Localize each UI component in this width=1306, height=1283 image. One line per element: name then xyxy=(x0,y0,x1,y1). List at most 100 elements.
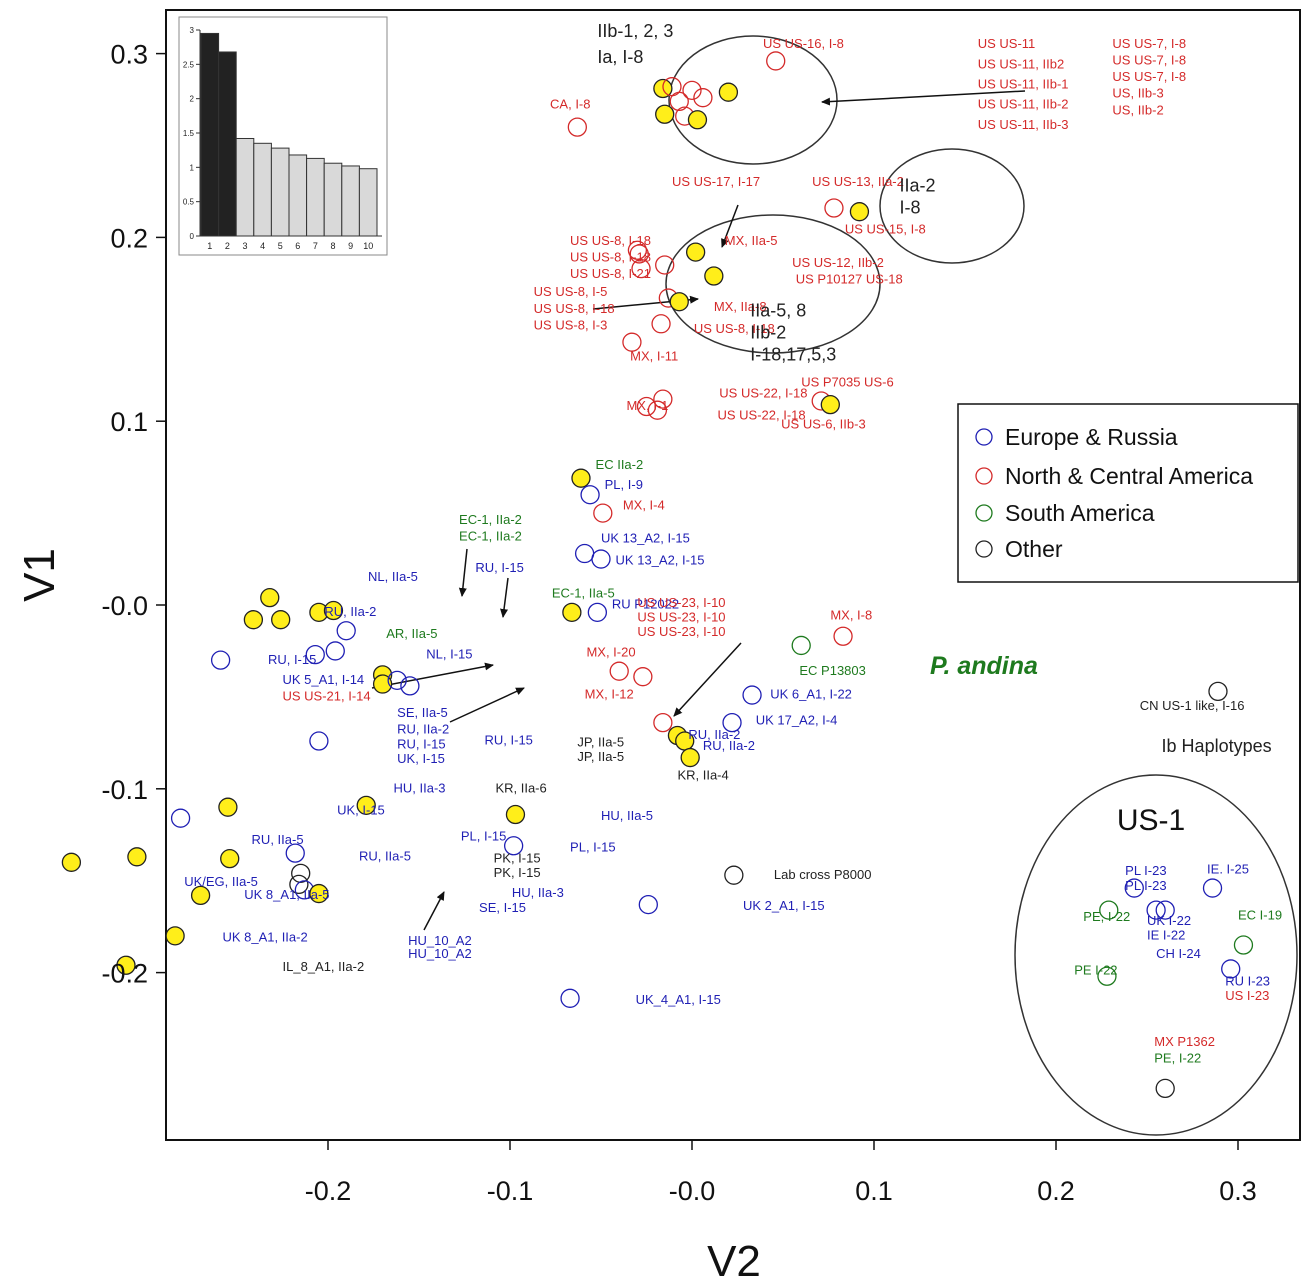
legend-label-south-america: South America xyxy=(1005,500,1155,526)
data-point xyxy=(742,685,762,705)
data-point xyxy=(387,670,407,691)
data-point xyxy=(336,621,356,641)
data-point xyxy=(593,503,613,523)
point-label: KR, IIa-6 xyxy=(495,780,546,795)
data-point xyxy=(285,843,305,863)
point-label: HU_10_A2 xyxy=(408,946,472,961)
data-point xyxy=(766,51,786,71)
inset-x-tick-label: 9 xyxy=(348,241,353,251)
legend-marker-other xyxy=(975,540,993,558)
data-point xyxy=(218,797,238,817)
inset-y-tick-label: 0.5 xyxy=(183,198,195,207)
point-label: US US-17, I-17 xyxy=(672,174,760,189)
data-point xyxy=(653,712,673,733)
data-point xyxy=(638,894,658,915)
point-label: PL, I-15 xyxy=(570,839,616,854)
point-label: UK, I-15 xyxy=(397,751,445,766)
x-tick-label: -0.1 xyxy=(487,1176,534,1206)
point-label: NL, IIa-5 xyxy=(368,569,418,584)
inset-bar xyxy=(288,154,308,237)
point-label: US US-23, I-10 xyxy=(637,610,725,625)
data-point xyxy=(1208,681,1228,702)
point-label: CA, I-8 xyxy=(550,97,590,112)
point-label: RU, IIa-2 xyxy=(397,722,449,737)
point-label: IE I-22 xyxy=(1147,928,1185,943)
data-point xyxy=(243,610,264,630)
data-point xyxy=(622,332,642,352)
y-tick-label: -0.2 xyxy=(101,959,148,989)
point-label: UK, I-15 xyxy=(337,803,385,818)
cluster-ellipse-iia2 xyxy=(879,148,1025,264)
point-label: US P7035 US-6 xyxy=(801,374,894,389)
legend-label-north-america: North & Central America xyxy=(1005,463,1253,489)
data-point xyxy=(271,610,291,630)
inset-x-tick-label: 3 xyxy=(242,241,247,251)
point-label: MX, IIa-5 xyxy=(725,233,778,248)
data-point xyxy=(309,883,329,904)
point-label: US US-21, I-14 xyxy=(283,689,371,704)
cluster-ellipse-iia5 xyxy=(665,214,881,354)
data-point xyxy=(116,955,136,975)
inset-bar xyxy=(218,51,237,237)
group-label: Ib Haplotypes xyxy=(1162,736,1272,756)
arrow-hu10 xyxy=(423,891,445,931)
point-label: UK/EG, IIa-5 xyxy=(184,874,258,889)
data-point xyxy=(722,712,742,733)
data-point xyxy=(655,104,675,124)
x-tick-label: -0.0 xyxy=(669,1176,716,1206)
point-label: US US-16, I-8 xyxy=(763,36,844,51)
data-point xyxy=(560,988,580,1008)
data-point xyxy=(1233,935,1254,955)
data-point xyxy=(580,485,600,505)
data-point xyxy=(627,240,648,260)
inset-x-tick-label: 6 xyxy=(295,241,300,251)
data-point xyxy=(325,641,345,661)
point-label: US US-6, IIb-3 xyxy=(781,417,866,432)
arrow-iib xyxy=(821,90,1026,106)
point-label: PK, I-15 xyxy=(494,850,541,865)
cluster-ellipse-us1 xyxy=(1014,774,1298,1136)
data-point xyxy=(693,88,713,108)
point-label: US, IIb-3 xyxy=(1112,86,1163,101)
y-tick-label: -0.1 xyxy=(101,775,148,805)
data-point xyxy=(820,395,840,415)
point-label: EC I-19 xyxy=(1238,907,1282,922)
point-label: UK 5_A1, I-14 xyxy=(283,672,365,687)
point-label: US US-8, I-5 xyxy=(534,284,608,299)
data-point xyxy=(791,635,811,656)
point-label: RU, IIa-2 xyxy=(688,727,740,742)
point-label: US US-23, I-10 xyxy=(637,595,725,610)
data-point xyxy=(1155,1078,1175,1099)
inset-x-tick-label: 5 xyxy=(278,241,283,251)
data-point xyxy=(220,848,240,869)
inset-y-tick-label: 0 xyxy=(190,232,195,241)
point-label: RU, IIa-5 xyxy=(359,848,411,863)
data-point xyxy=(190,885,211,906)
data-point xyxy=(505,804,526,825)
point-label: PE, I-22 xyxy=(1083,909,1130,924)
inset-bar xyxy=(235,137,255,237)
point-label: MX, IIa-8 xyxy=(714,299,767,314)
arrow-ec1 xyxy=(458,548,468,597)
data-point xyxy=(591,549,611,569)
data-point xyxy=(655,255,675,275)
legend-label-europe: Europe & Russia xyxy=(1005,424,1178,450)
point-label: US, IIb-2 xyxy=(1112,102,1163,117)
point-label: EC IIa-2 xyxy=(596,457,644,472)
point-label: MX, I-4 xyxy=(623,497,665,512)
point-label: EC-1, IIa-5 xyxy=(552,586,615,601)
point-label: IE. I-25 xyxy=(1207,861,1249,876)
point-label: JP, IIa-5 xyxy=(577,749,624,764)
point-label: RU, IIa-5 xyxy=(252,832,304,847)
point-label: CN US-1 like, I-16 xyxy=(1140,698,1245,713)
group-label: IIa-2 xyxy=(899,175,935,195)
inset-y-tick-label: 2.5 xyxy=(183,60,195,69)
point-label: UK 13_A2, I-15 xyxy=(616,553,705,568)
point-label: US US-7, I-8 xyxy=(1112,69,1186,84)
point-label: MX, I-8 xyxy=(830,608,872,623)
point-label: RU I-23 xyxy=(1225,973,1270,988)
x-tick-label: 0.2 xyxy=(1037,1176,1075,1206)
x-axis-title: V2 xyxy=(707,1237,761,1283)
legend-box xyxy=(957,403,1299,583)
